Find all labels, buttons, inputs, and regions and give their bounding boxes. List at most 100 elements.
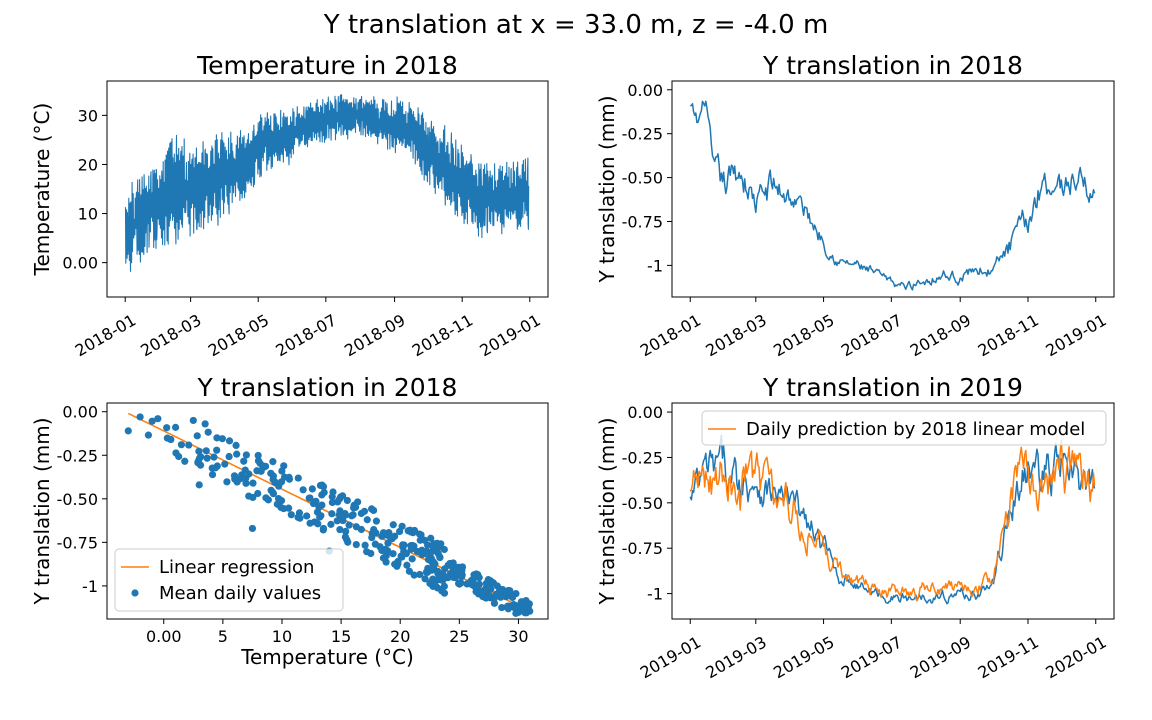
x-tick-label: 2018-11 [409, 310, 476, 360]
scatter-point [345, 521, 353, 529]
x-tick-label: 15 [331, 627, 351, 646]
scatter-point [202, 447, 210, 455]
subplot-title: Temperature in 2018 [196, 51, 458, 80]
x-tick-label: 2020-01 [1042, 632, 1109, 682]
scatter-point [383, 531, 391, 539]
subplot-3: Y translation in 2018 0.00 -0.25 -0.50 -0.75… [30, 373, 549, 669]
axes-frame [671, 80, 1115, 298]
x-tick-label: 2018-03 [137, 310, 204, 360]
scatter-point [195, 481, 203, 489]
x-tick-label: 2018-07 [272, 310, 339, 360]
scatter-point [181, 457, 189, 465]
scatter-point [193, 432, 201, 440]
x-tick-label: 30 [508, 627, 528, 646]
scatter-point [245, 492, 253, 500]
axes-frame [106, 402, 549, 620]
x-tick-label: 2019-01 [476, 310, 543, 360]
scatter-point [389, 550, 397, 558]
subplot-title: Y translation in 2019 [762, 373, 1023, 402]
y-tick-label: -0.25 [57, 446, 98, 465]
x-tick-label: 2019-09 [907, 632, 974, 682]
scatter-point [306, 494, 314, 502]
scatter-point [457, 579, 465, 587]
scatter-point [449, 559, 457, 567]
scatter-point [483, 593, 491, 601]
plot-area [124, 94, 530, 272]
scatter-point [249, 479, 257, 487]
scatter-point [213, 462, 221, 470]
y-tick-label: 30 [78, 106, 98, 125]
y-tick-label: 20 [78, 155, 98, 174]
scatter-point [405, 567, 414, 575]
scatter-point [254, 457, 263, 465]
y-tick-label: -0.50 [622, 169, 663, 188]
scatter-point [171, 423, 180, 431]
scatter-point [439, 570, 447, 578]
y-tick-label: -1 [647, 256, 663, 275]
y-axis-label: Y translation (mm) [30, 417, 54, 605]
scatter-point [369, 506, 378, 515]
scatter-point [154, 415, 162, 423]
scatter-point [208, 471, 217, 479]
subplot-title: Y translation in 2018 [197, 373, 458, 402]
x-axis-label: Temperature (°C) [240, 645, 414, 669]
scatter-point [439, 576, 447, 584]
y-tick-label: 0.00 [627, 403, 663, 422]
scatter-point [223, 478, 231, 486]
scatter-point [348, 512, 356, 520]
y-axis-label: Y translation (mm) [595, 417, 619, 605]
scatter-point [511, 604, 519, 612]
y-tick-label: 0.00 [627, 81, 663, 100]
scatter-point [379, 554, 388, 562]
scatter-point [372, 517, 381, 525]
x-tick-label: 2018-01 [637, 310, 704, 360]
series-line [124, 94, 530, 272]
y-tick-label: -1 [82, 577, 98, 596]
scatter-point [163, 434, 171, 442]
scatter-point [318, 481, 326, 489]
scatter-point [463, 580, 471, 588]
x-tick-label: 2019-01 [1042, 310, 1109, 360]
scatter-point [241, 466, 249, 474]
y-axis-label: Temperature (°C) [30, 103, 54, 277]
legend: Daily prediction by 2018 linear model [701, 410, 1107, 446]
plot-area [690, 100, 1096, 291]
legend-label: Mean daily values [159, 583, 321, 604]
scatter-point [136, 413, 144, 421]
scatter-point [484, 582, 492, 590]
scatter-point [328, 510, 336, 518]
scatter-point [389, 521, 397, 529]
scatter-point [496, 587, 504, 595]
scatter-point [431, 560, 439, 568]
scatter-point [407, 545, 415, 553]
scatter-point [175, 452, 183, 461]
scatter-point [306, 519, 314, 527]
scatter-point [218, 435, 226, 443]
scatter-point [512, 609, 520, 617]
x-tick-label: 10 [272, 627, 292, 646]
y-tick-label: 10 [78, 205, 98, 224]
scatter-point [232, 441, 240, 449]
x-tick-label: 0.00 [146, 627, 182, 646]
y-axis-label: Y translation (mm) [595, 95, 619, 283]
scatter-point [303, 512, 311, 520]
scatter-point [475, 587, 484, 595]
scatter-point [398, 522, 406, 530]
scatter-point [213, 446, 221, 454]
subplot-title: Y translation in 2018 [762, 51, 1023, 80]
y-tick-label: -0.75 [622, 539, 663, 558]
scatter-point [231, 475, 239, 483]
scatter-point [352, 540, 360, 549]
scatter-point [213, 434, 221, 442]
x-tick-label: 2019-05 [770, 632, 837, 682]
scatter-point [257, 467, 265, 475]
scatter-point [408, 555, 416, 563]
scatter-point [342, 527, 350, 536]
scatter-point [269, 458, 277, 466]
scatter-point [437, 540, 445, 548]
legend-label: Linear regression [159, 557, 314, 578]
scatter-point [185, 441, 193, 449]
series-line [689, 439, 1096, 602]
x-tick-label: 2018-03 [702, 310, 769, 360]
scatter-point [506, 587, 514, 595]
